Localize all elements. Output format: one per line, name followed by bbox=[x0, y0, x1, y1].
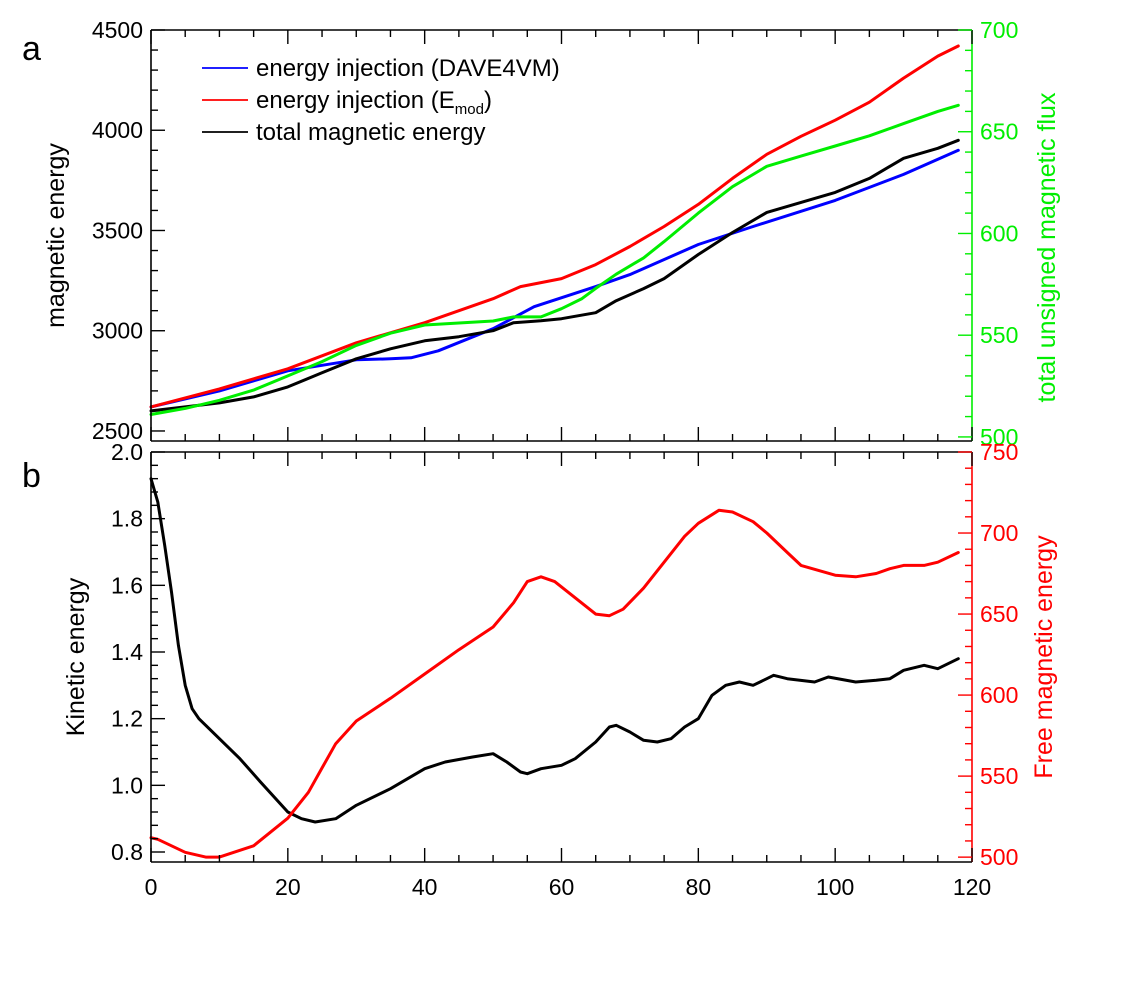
panel-a-right-y-tick-label: 700 bbox=[980, 17, 1018, 43]
panel-b-y-right-title: Free magnetic energy bbox=[1030, 535, 1058, 779]
panel-a-axes: 2500 3000 3500 4000 4500 500 550 600 650 700 magne… bbox=[42, 17, 1061, 450]
panel-b-right-y-tick-label: 550 bbox=[980, 763, 1018, 789]
panel-a-series-line-2 bbox=[149, 138, 960, 413]
panel-b-left-y-tick-label: 1.0 bbox=[111, 772, 143, 798]
panel-b-right-y-tick-label: 500 bbox=[980, 844, 1018, 870]
legend-label-emod-main: energy injection (E bbox=[256, 87, 455, 114]
panel-b-left-y-tick-label: 1.2 bbox=[111, 706, 143, 732]
panel-a-right-y-tick-label: 600 bbox=[980, 220, 1018, 246]
panel-b-x-tick-label: 80 bbox=[686, 874, 712, 900]
panel-a-series-line-1 bbox=[149, 44, 960, 409]
panel-b-x-tick-label: 120 bbox=[953, 874, 991, 900]
panel-b-left-y-tick-label: 1.6 bbox=[111, 572, 143, 598]
legend-label-dave4vm: energy injection (DAVE4VM) bbox=[256, 55, 560, 82]
panel-a-right-y-tick-label: 550 bbox=[980, 322, 1018, 348]
panel-a-right-y-tick-label: 650 bbox=[980, 119, 1018, 145]
panel-b: b 0 20 40 60 80 100 120 0.8 1.0 1.2 1.4 1.6 1.8 2.0 50… bbox=[22, 439, 1058, 900]
panel-b-x-tick-label: 60 bbox=[549, 874, 575, 900]
panel-a-series-line-3 bbox=[149, 103, 960, 416]
panel-b-right-y-tick-label: 700 bbox=[980, 520, 1018, 546]
panel-b-x-tick-label: 0 bbox=[145, 874, 158, 900]
panel-a-y-left-title: magnetic energy bbox=[42, 143, 70, 328]
panel-b-x-tick-label: 20 bbox=[275, 874, 301, 900]
panel-b-left-y-tick-label: 1.8 bbox=[111, 506, 143, 532]
panel-b-right-y-tick-label: 750 bbox=[980, 439, 1018, 465]
panel-b-left-y-tick-label: 1.4 bbox=[111, 639, 143, 665]
panel-a-legend: energy injection (DAVE4VM) energy inject… bbox=[202, 55, 560, 146]
panel-b-right-y-tick-label: 650 bbox=[980, 601, 1018, 627]
panel-b-y-left-title: Kinetic energy bbox=[62, 577, 90, 736]
panel-b-right-y-tick-label: 600 bbox=[980, 682, 1018, 708]
panel-a-series bbox=[149, 44, 960, 416]
legend-label-total-energy: total magnetic energy bbox=[256, 119, 485, 146]
panel-a-left-y-tick-label: 4000 bbox=[92, 117, 143, 143]
panel-b-label: b bbox=[22, 457, 41, 495]
panel-a-left-y-tick-label: 4500 bbox=[92, 17, 143, 43]
panel-b-series-line-1 bbox=[149, 508, 960, 859]
panel-a-left-y-tick-label: 2500 bbox=[92, 418, 143, 444]
legend-label-emod-sub: mod bbox=[455, 101, 484, 118]
panel-a-right-y-tick-label: 500 bbox=[980, 424, 1018, 450]
panel-a-label: a bbox=[22, 30, 41, 68]
panel-b-left-y-tick-label: 2.0 bbox=[111, 439, 143, 465]
panel-b-x-tick-label: 40 bbox=[412, 874, 438, 900]
panel-b-axes: 0 20 40 60 80 100 120 0.8 1.0 1.2 1.4 1.6 1.8 2.0 500 5… bbox=[62, 439, 1058, 900]
panel-a-left-y-tick-label: 3500 bbox=[92, 217, 143, 243]
panel-a: a 2500 3000 3500 4000 4500 500 550 600 650 700 mag… bbox=[22, 17, 1061, 450]
panel-b-x-tick-label: 100 bbox=[816, 874, 854, 900]
legend-label-emod: energy injection (Emod) bbox=[256, 87, 492, 118]
panel-a-y-right-title: total unsigned magnetic flux bbox=[1033, 92, 1061, 402]
legend-label-emod-end: ) bbox=[484, 87, 492, 114]
panel-b-left-y-tick-label: 0.8 bbox=[111, 839, 143, 865]
panel-a-left-y-tick-label: 3000 bbox=[92, 318, 143, 344]
panel-b-series bbox=[149, 477, 960, 859]
panel-b-series-line-0 bbox=[149, 477, 960, 824]
